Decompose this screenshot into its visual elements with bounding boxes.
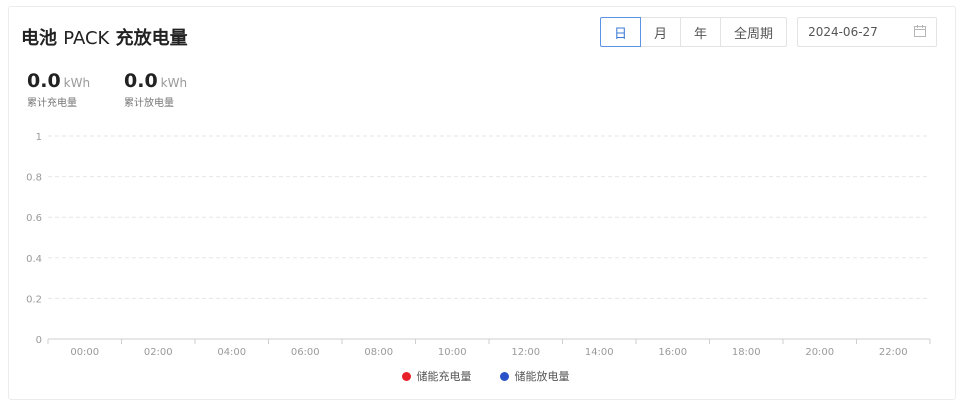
period-month-button[interactable]: 月	[640, 17, 682, 47]
period-selector: 日 月 年 全周期	[600, 17, 788, 47]
x-tick-label: 10:00	[438, 347, 467, 358]
total-discharge-label: 累计放电量	[124, 98, 174, 109]
x-tick-label: 22:00	[879, 347, 908, 358]
period-lifetime-button[interactable]: 全周期	[720, 17, 788, 47]
page-title: 电池 PACK 充放电量	[21, 24, 188, 50]
title-part-1: 电池	[21, 28, 57, 49]
y-tick-label: 0.2	[26, 294, 42, 305]
date-value: 2024-06-27	[808, 25, 878, 39]
period-day-button[interactable]: 日	[600, 17, 642, 47]
total-discharge-unit: kWh	[160, 76, 188, 90]
legend-charge-label: 储能充电量	[416, 370, 472, 383]
total-discharge-value: 0.0	[124, 70, 158, 92]
calendar-icon[interactable]	[914, 24, 927, 40]
x-tick-label: 06:00	[291, 347, 320, 358]
legend-item-discharge[interactable]: 储能放电量	[499, 368, 570, 384]
x-tick-label: 04:00	[217, 347, 246, 358]
x-tick-label: 14:00	[585, 347, 614, 358]
period-year-button[interactable]: 年	[680, 17, 722, 47]
period-toolbar: 日 月 年 全周期 2024-06-27	[600, 17, 938, 47]
x-tick-label: 16:00	[658, 347, 687, 358]
y-tick-label: 0.4	[26, 254, 42, 265]
date-picker[interactable]: 2024-06-27	[797, 17, 938, 47]
x-tick-label: 08:00	[364, 347, 393, 358]
total-charge-stat: 0.0 kWh 累计充电量	[27, 70, 90, 109]
title-part-2: PACK	[63, 28, 110, 49]
total-charge-unit: kWh	[63, 76, 91, 90]
total-discharge-stat: 0.0 kWh 累计放电量	[124, 70, 187, 109]
legend-discharge-dot	[499, 371, 509, 381]
y-tick-label: 0	[36, 335, 42, 346]
y-tick-label: 0.8	[26, 173, 42, 184]
y-tick-label: 0.6	[26, 213, 42, 224]
total-charge-value: 0.0	[27, 70, 61, 92]
x-tick-label: 20:00	[805, 347, 834, 358]
x-tick-label: 12:00	[511, 347, 540, 358]
chart-legend: 储能充电量 储能放电量	[0, 368, 961, 384]
legend-charge-dot	[401, 371, 411, 381]
x-tick-label: 18:00	[732, 347, 761, 358]
total-charge-label: 累计充电量	[27, 98, 77, 109]
title-part-3: 充放电量	[115, 28, 188, 49]
y-tick-label: 1	[36, 132, 42, 143]
legend-item-charge[interactable]: 储能充电量	[401, 368, 472, 384]
charge-discharge-chart: 0 0.2 0.4 0.6 0.8 1 00:00 02:00 04:00 06:00 08:00 1…	[26, 132, 931, 358]
battery-pack-card	[8, 6, 956, 400]
x-tick-label: 02:00	[144, 347, 173, 358]
legend-discharge-label: 储能放电量	[514, 370, 570, 383]
x-tick-label: 00:00	[70, 347, 99, 358]
